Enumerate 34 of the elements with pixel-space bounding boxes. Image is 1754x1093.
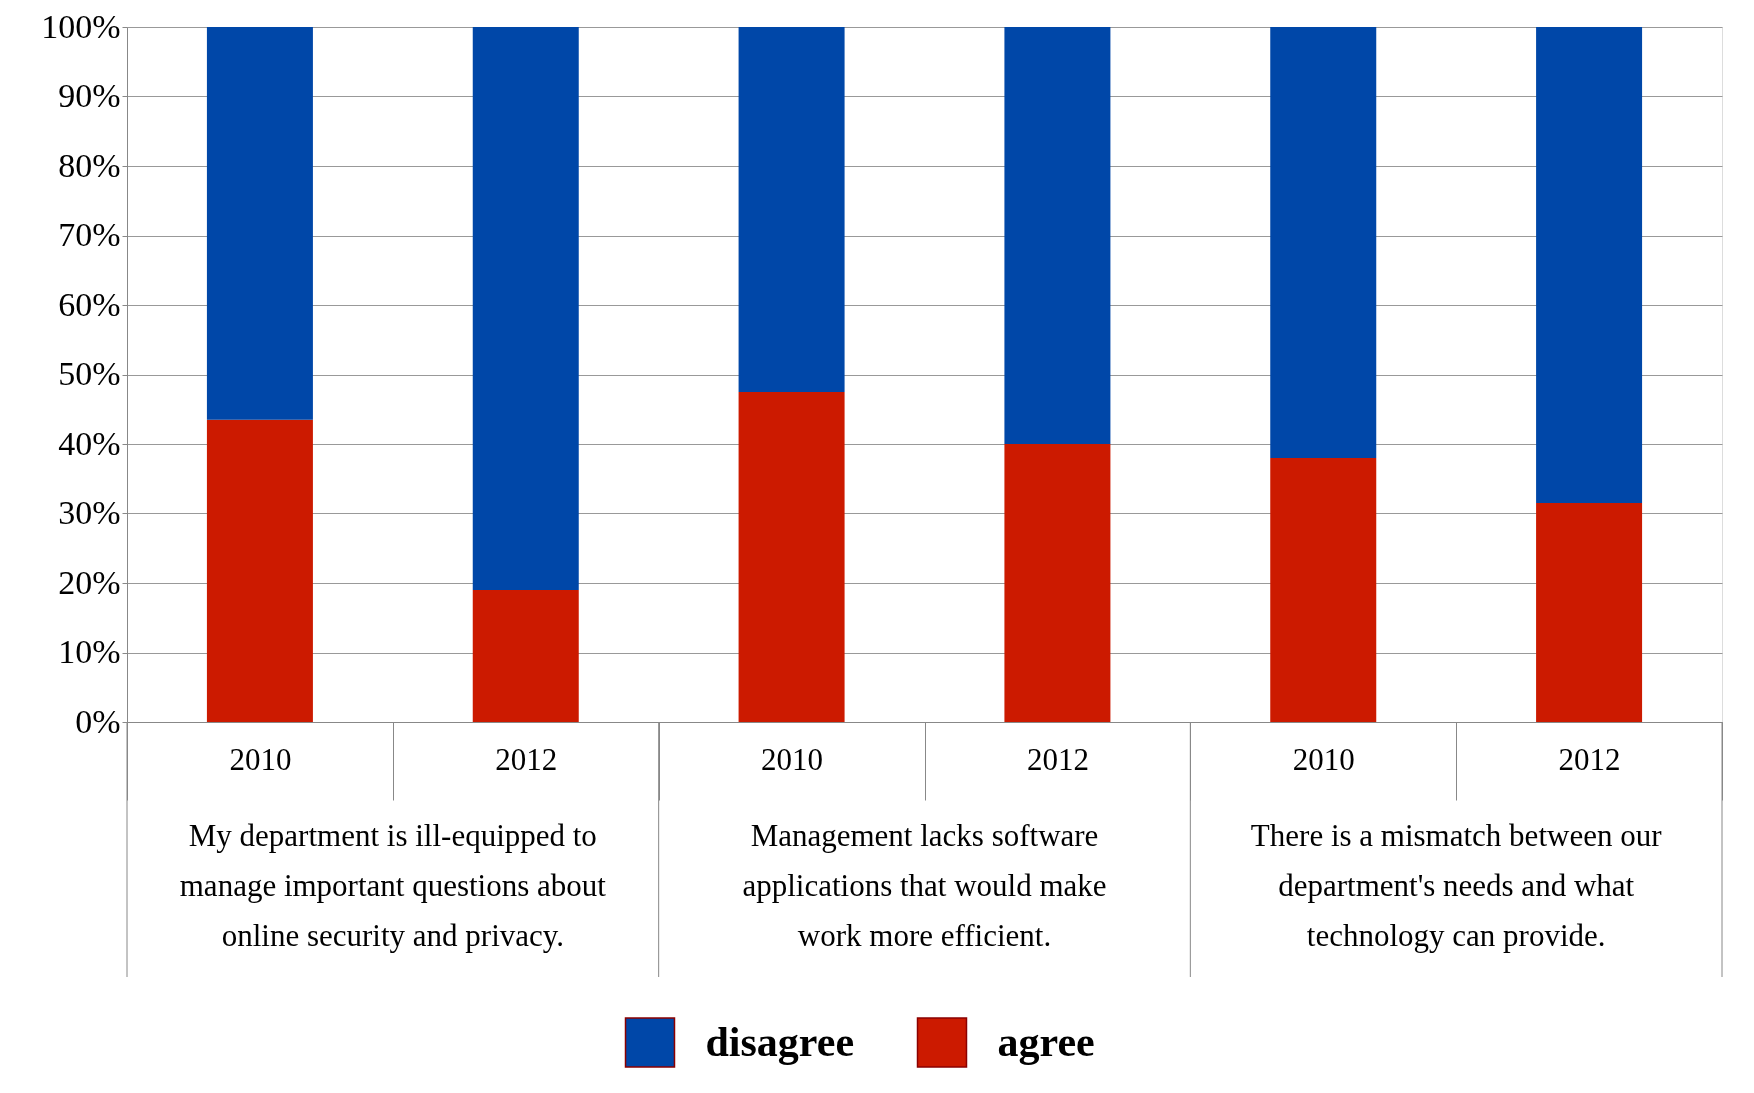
y-tick-label: 90% xyxy=(58,77,121,114)
x-tick-label: 2012 xyxy=(1558,741,1621,777)
bar xyxy=(1004,27,1111,444)
y-tick-label: 60% xyxy=(58,285,121,323)
bar xyxy=(738,27,845,392)
y-tick-label: 70% xyxy=(58,216,121,253)
x-tick-label: 2010 xyxy=(761,741,824,777)
legend-label: agree xyxy=(997,1018,1095,1065)
text: There is a mismatch between our department's needs and what technology can provide. xyxy=(1250,818,1663,953)
bar xyxy=(206,27,313,420)
bar xyxy=(206,419,313,722)
bar xyxy=(472,589,579,722)
bar xyxy=(1004,444,1111,722)
x-tick-label: 2012 xyxy=(1026,741,1089,777)
x-tick-label: 2010 xyxy=(1292,741,1355,777)
legend-label: disagree xyxy=(705,1018,855,1065)
bar xyxy=(738,391,845,722)
bar xyxy=(1536,27,1643,504)
bar xyxy=(1536,503,1643,722)
y-tick-label: 10% xyxy=(58,633,121,670)
y-tick-label: 80% xyxy=(58,146,121,184)
text: My department is ill-equipped to manage important questions about online security and privacy. xyxy=(179,818,607,953)
y-tick-label: 40% xyxy=(58,424,121,462)
x-tick-label: 2012 xyxy=(495,741,558,777)
y-tick-label: 20% xyxy=(58,563,121,601)
x-tick-label: 2010 xyxy=(229,741,292,777)
bar xyxy=(472,27,579,590)
bar xyxy=(1270,27,1377,458)
y-tick-label: 100% xyxy=(41,7,121,45)
y-tick-label: 50% xyxy=(58,355,121,392)
y-tick-label: 0% xyxy=(75,702,121,740)
y-tick-label: 30% xyxy=(58,494,121,531)
bar xyxy=(1270,457,1377,722)
text: Management lacks software applications that would make work more efficient. xyxy=(742,818,1107,953)
